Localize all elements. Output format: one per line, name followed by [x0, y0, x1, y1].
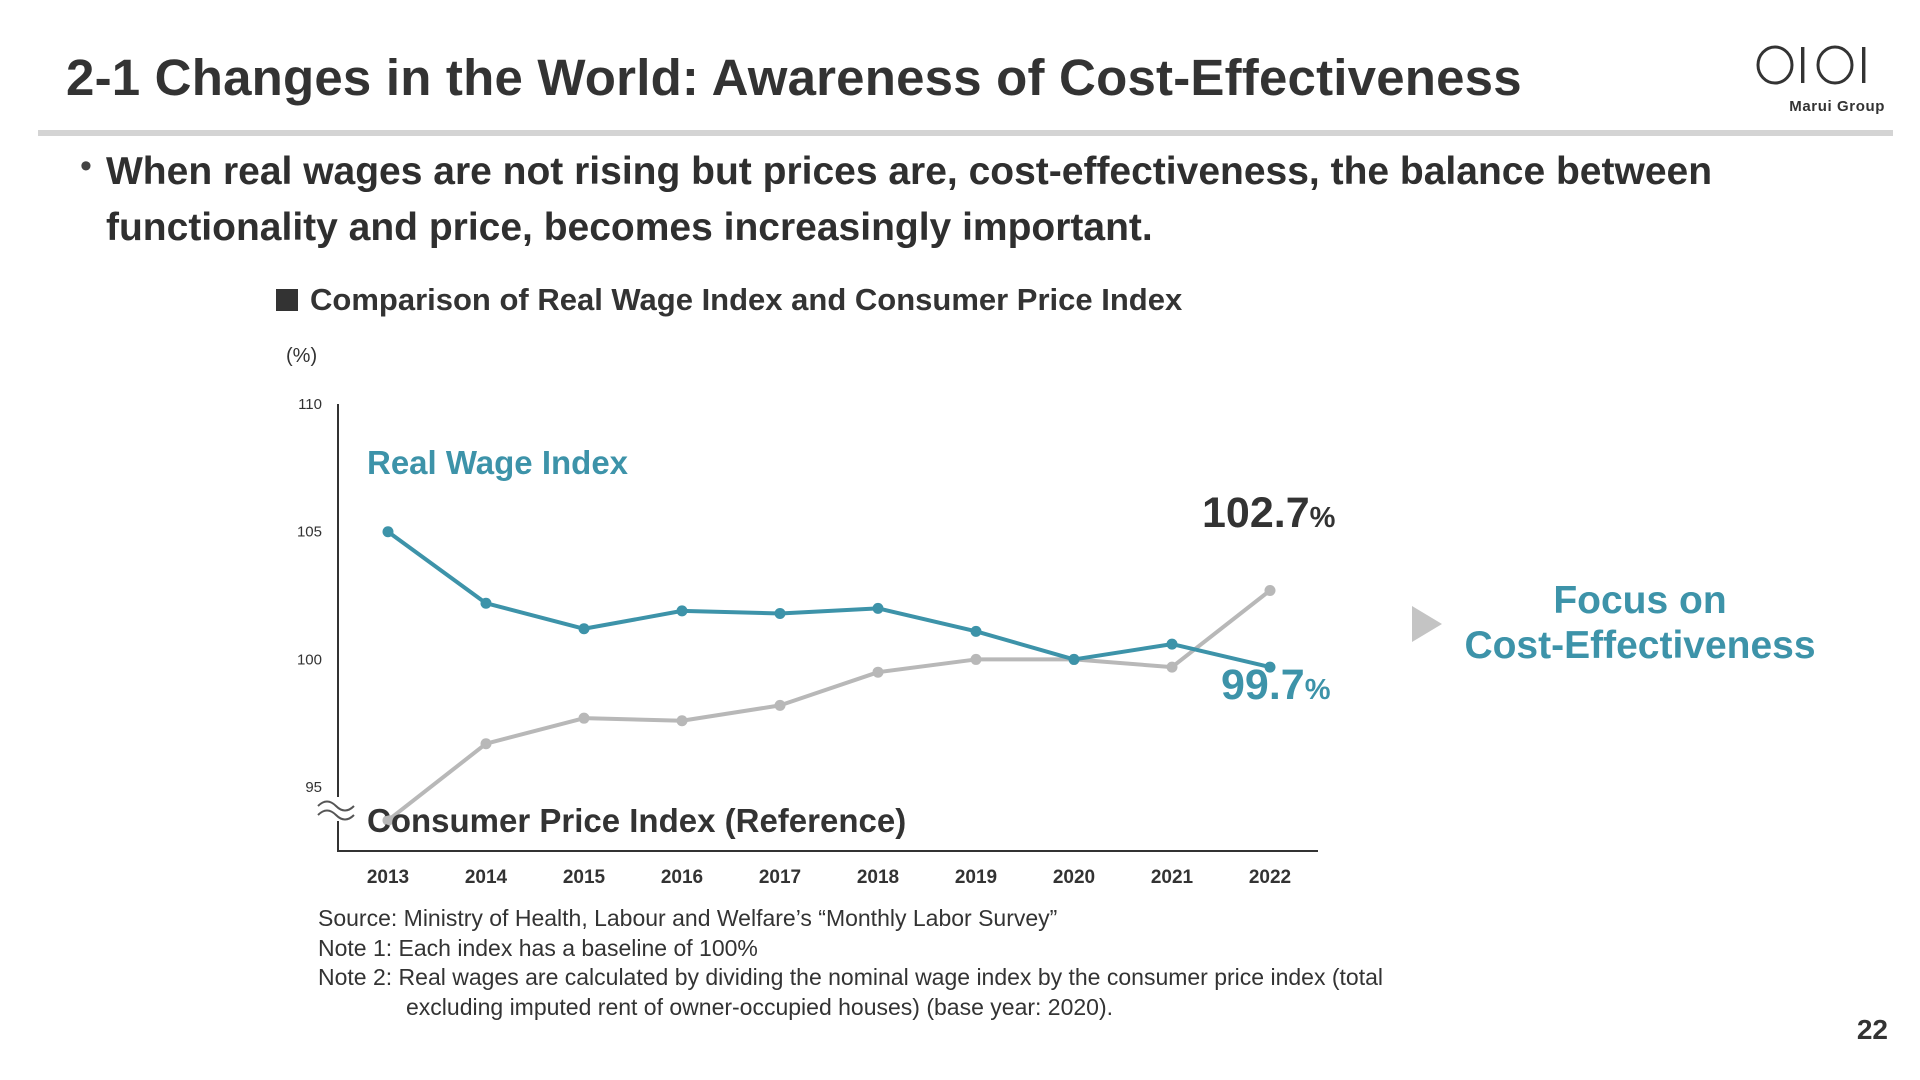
x-tick-label: 2019	[955, 867, 997, 888]
data-point	[1166, 661, 1178, 673]
focus-line-1: Focus on	[1553, 579, 1727, 622]
x-tick-label: 2022	[1249, 867, 1291, 888]
data-point	[872, 666, 884, 678]
cpi-end-value: 102.7	[1202, 489, 1310, 537]
real-wage-end-value-label: 99.7%	[1221, 661, 1331, 709]
y-tick-label: 100	[297, 651, 322, 668]
cpi-end-unit: %	[1310, 502, 1336, 534]
y-tick-label: 95	[305, 779, 322, 796]
data-point	[1068, 653, 1080, 665]
data-point	[382, 526, 394, 538]
data-point	[970, 625, 982, 637]
data-point	[1264, 661, 1276, 673]
x-tick-label: 2013	[367, 867, 409, 888]
data-point	[578, 623, 590, 635]
note-1: Note 1: Each index has a baseline of 100…	[318, 934, 758, 961]
real-wage-end-unit: %	[1305, 674, 1331, 706]
chart-heading-text: Comparison of Real Wage Index and Consum…	[310, 282, 1183, 317]
x-tick-label: 2021	[1151, 867, 1194, 888]
chart-notes: Source: Ministry of Health, Labour and W…	[318, 904, 1383, 1022]
x-tick-label: 2015	[563, 867, 606, 888]
y-tick-label: 105	[297, 524, 322, 541]
data-point	[480, 597, 492, 609]
source-note: Source: Ministry of Health, Labour and W…	[318, 905, 1058, 931]
x-tick-label: 2014	[465, 867, 508, 888]
data-point	[1166, 638, 1178, 650]
focus-callout: Focus on Cost-Effectiveness	[1430, 578, 1850, 668]
data-point	[676, 715, 688, 727]
data-point	[382, 814, 394, 826]
data-point	[872, 602, 884, 614]
title-divider	[38, 130, 1893, 136]
heading-square-icon	[276, 289, 298, 311]
note-2-line-2: excluding imputed rent of owner-occupied…	[406, 993, 1114, 1020]
real-wage-end-value: 99.7	[1221, 661, 1305, 709]
data-point	[578, 712, 590, 724]
page-number: 22	[1856, 1014, 1888, 1045]
note-2-line-1: Note 2: Real wages are calculated by div…	[318, 964, 1383, 990]
logo-text: Marui Group	[1789, 98, 1885, 115]
series-label-real-wage: Real Wage Index	[367, 444, 629, 481]
focus-line-2: Cost-Effectiveness	[1464, 624, 1816, 667]
x-tick-label: 2016	[661, 867, 703, 888]
bullet-text: When real wages are not rising but price…	[106, 150, 1713, 249]
oioi-logo-mark-icon	[1756, 45, 1866, 85]
y-tick-label: 110	[298, 396, 322, 413]
x-tick-label: 2020	[1053, 867, 1095, 888]
data-point	[970, 653, 982, 665]
data-point	[480, 738, 492, 750]
right-triangle-arrow-icon	[1412, 606, 1442, 642]
axis-break-icon	[316, 797, 360, 821]
marui-group-logo: Marui Group	[1755, 44, 1887, 116]
x-tick-label: 2017	[759, 867, 801, 888]
series-line	[386, 529, 1272, 670]
data-point	[676, 605, 688, 617]
data-point	[774, 607, 786, 619]
series-label-cpi: Consumer Price Index (Reference)	[367, 802, 906, 839]
page-title: 2-1 Changes in the World: Awareness of C…	[66, 49, 1522, 106]
chart-heading: Comparison of Real Wage Index and Consum…	[276, 282, 1182, 318]
y-axis-unit: (%)	[286, 345, 317, 367]
data-point	[1264, 584, 1276, 596]
cpi-end-value-label: 102.7%	[1202, 489, 1336, 537]
data-point	[774, 699, 786, 711]
x-tick-label: 2018	[857, 867, 899, 888]
series-line	[386, 588, 1272, 823]
bullet-marker: •	[80, 147, 92, 185]
